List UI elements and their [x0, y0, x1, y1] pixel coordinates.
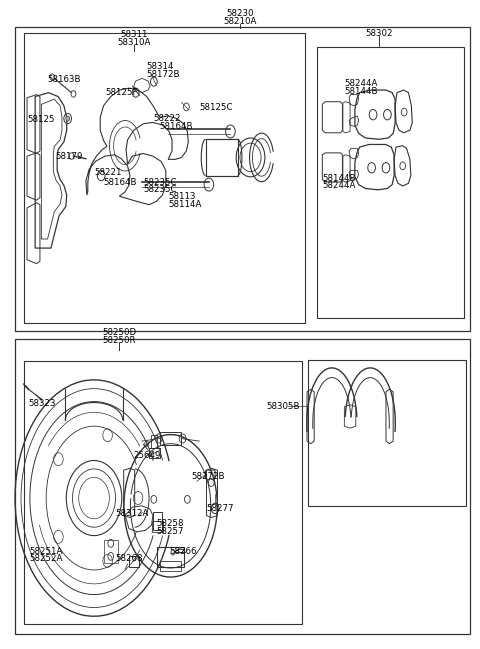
Bar	[160, 561, 181, 570]
Bar	[24, 361, 302, 624]
Text: 58164B: 58164B	[159, 122, 193, 131]
Bar	[15, 27, 470, 331]
Text: 58268: 58268	[116, 554, 143, 563]
Text: 58113: 58113	[168, 191, 196, 201]
Text: 58164B: 58164B	[104, 178, 137, 186]
Bar	[24, 33, 305, 323]
Text: 58272B: 58272B	[191, 472, 225, 480]
Text: 58257: 58257	[157, 527, 184, 536]
Text: 58144B: 58144B	[323, 174, 356, 182]
Text: 58179: 58179	[56, 152, 83, 160]
Text: 58312A: 58312A	[116, 509, 149, 518]
Text: 58172B: 58172B	[147, 70, 180, 79]
Text: 58266: 58266	[169, 546, 197, 556]
Text: 58258: 58258	[157, 519, 184, 528]
Bar	[104, 540, 118, 563]
Bar	[152, 435, 157, 448]
Text: 58310A: 58310A	[117, 38, 150, 47]
Text: 58302: 58302	[365, 29, 393, 38]
Text: 58221: 58221	[94, 169, 121, 177]
Bar	[129, 556, 139, 567]
Text: 58144B: 58144B	[344, 87, 378, 96]
Text: 58252A: 58252A	[29, 554, 63, 563]
Circle shape	[66, 116, 70, 121]
Bar	[160, 432, 181, 445]
Text: 58163B: 58163B	[48, 75, 81, 84]
Text: 58210A: 58210A	[223, 17, 257, 26]
Text: 58314: 58314	[147, 62, 174, 71]
Text: 58323: 58323	[28, 399, 56, 408]
Bar	[308, 360, 466, 506]
Text: 58125: 58125	[27, 116, 55, 125]
Bar	[15, 339, 470, 634]
Text: 25649: 25649	[134, 451, 161, 460]
Text: 58277: 58277	[206, 504, 234, 513]
Text: 58125C: 58125C	[199, 103, 233, 112]
Text: 58235C: 58235C	[144, 186, 177, 194]
Text: 58251A: 58251A	[29, 546, 63, 556]
Bar	[317, 47, 464, 318]
Bar	[152, 521, 163, 532]
Bar	[153, 512, 162, 530]
Text: 58250R: 58250R	[103, 336, 136, 345]
Text: 58125F: 58125F	[105, 88, 138, 97]
Text: 58305B: 58305B	[266, 402, 300, 411]
Text: 58311: 58311	[120, 30, 147, 39]
Text: 58250D: 58250D	[102, 328, 136, 337]
Text: 58230: 58230	[226, 9, 254, 18]
Text: 58114A: 58114A	[168, 199, 202, 208]
Text: 58235C: 58235C	[144, 178, 177, 186]
Bar	[149, 448, 159, 458]
Bar	[157, 546, 184, 567]
Text: 58244A: 58244A	[323, 182, 356, 190]
Text: 58222: 58222	[154, 114, 181, 123]
Text: 58244A: 58244A	[344, 79, 378, 88]
